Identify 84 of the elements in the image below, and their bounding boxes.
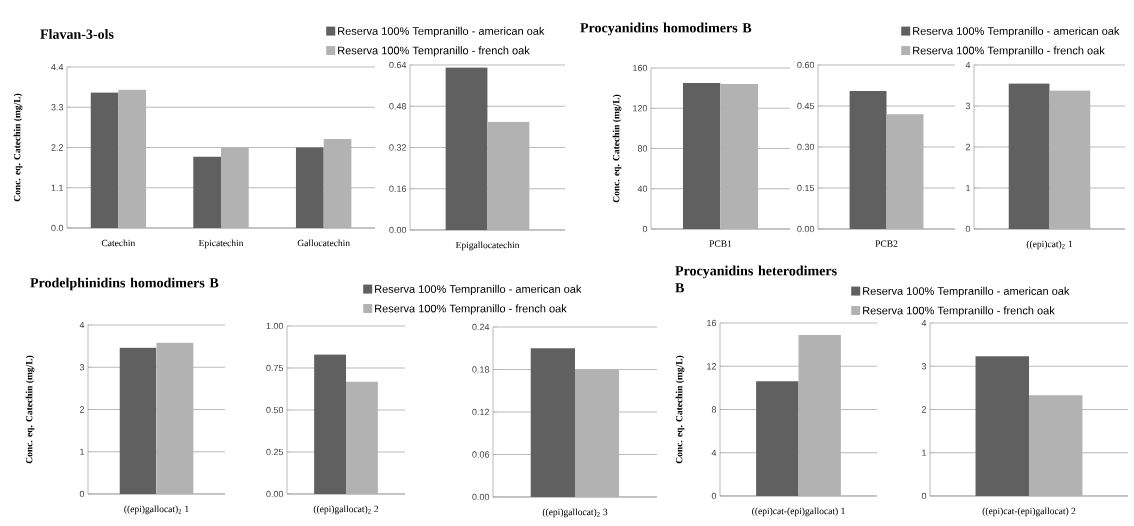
y-tick-label: 16 <box>707 319 717 327</box>
bar <box>323 139 352 228</box>
legend-label: Reserva 100% Tempranillo - american oak <box>863 286 1070 298</box>
x-tick-label: PCB1 <box>709 240 732 247</box>
y-tick-label: 0.16 <box>389 185 407 192</box>
y-tick-label: 2 <box>965 143 971 151</box>
y-tick-label: 3 <box>79 364 85 371</box>
x-tick-label: Epicatechin <box>198 239 244 249</box>
y-tick-label: 0.50 <box>266 406 284 414</box>
x-tick-label: Epigallocatechin <box>455 241 520 251</box>
y-tick-label: 3 <box>921 363 927 370</box>
y-tick-label: 2.2 <box>51 144 64 151</box>
bar <box>193 156 222 228</box>
y-tick-label: 0 <box>965 225 971 233</box>
y-tick-label: 4 <box>711 449 717 456</box>
legend-label: Reserva 100% Tempranillo - american oak <box>375 284 582 296</box>
y-tick-label: 0.64 <box>389 61 407 69</box>
x-tick-label: ((epi)gallocat)$_{2}$ 1 <box>124 505 189 515</box>
chart-title: Prodelphinidins homodimers B <box>30 277 219 291</box>
y-tick-label: 0 <box>642 225 648 233</box>
y-tick-label: 0 <box>79 490 85 498</box>
y-tick-label: 4 <box>921 319 927 327</box>
y-tick-label: 0 <box>711 492 717 500</box>
y-tick-label: 1.1 <box>51 184 64 191</box>
bar <box>118 89 147 228</box>
y-tick-label: 1 <box>966 184 971 192</box>
y-tick-label: 0.30 <box>797 143 815 151</box>
x-tick-label: ((epi)gallocat)$_{2}$ 3 <box>542 508 608 518</box>
legend-label: Reserva 100% Tempranillo - american oak <box>913 26 1120 38</box>
y-tick-label: 0.32 <box>389 144 407 151</box>
y-tick-label: 0.75 <box>266 364 284 372</box>
y-tick-label: 4 <box>79 321 85 329</box>
y-tick-label: 3.3 <box>51 104 64 111</box>
bar <box>90 92 119 228</box>
y-tick-label: 0.45 <box>797 102 815 110</box>
y-tick-label: 0.48 <box>389 103 407 110</box>
y-tick-label: 0.00 <box>797 225 815 233</box>
y-axis-title: Conc. eq. Catechin (mg/L) <box>675 355 685 464</box>
y-tick-label: 120 <box>633 105 648 112</box>
x-tick-label: ((epi)cat-(epi)gallocat) 1 <box>752 507 845 517</box>
y-tick-label: 2 <box>921 406 927 413</box>
y-tick-label: 0.12 <box>472 408 490 416</box>
y-tick-label: 0.00 <box>389 226 407 234</box>
y-tick-label: 2 <box>79 406 85 413</box>
y-tick-label: 8 <box>711 406 717 413</box>
y-axis-title: Conc. eq. Catechin (mg/L) <box>25 355 35 464</box>
y-axis-title: Conc. eq. Catechin (mg/L) <box>13 93 23 202</box>
y-tick-label: 0.18 <box>472 366 490 373</box>
chart-title: Procyanidins heterodimers B <box>675 265 837 293</box>
y-tick-label: 1.00 <box>266 322 284 330</box>
y-tick-label: 0.60 <box>797 61 815 69</box>
chart-title: Procyanidins homodimers B <box>580 22 752 36</box>
x-tick-label: ((epi)gallocat)$_{2}$ 2 <box>313 505 379 515</box>
legend-label: Reserva 100% Tempranillo - american oak <box>338 26 545 38</box>
y-tick-label: 160 <box>633 64 648 72</box>
y-tick-label: 1 <box>922 449 927 456</box>
legend-label: Reserva 100% Tempranillo - french oak <box>338 46 530 57</box>
y-tick-label: 1 <box>80 448 85 455</box>
bar <box>221 147 249 228</box>
x-tick-label: Gallocatechin <box>297 239 350 247</box>
y-tick-label: 80 <box>637 145 648 152</box>
y-tick-label: 0.24 <box>472 323 490 331</box>
y-tick-label: 4.4 <box>51 63 64 71</box>
y-tick-label: 0.0 <box>51 224 64 232</box>
y-tick-label: 0.06 <box>472 451 490 458</box>
y-tick-label: 0.15 <box>797 184 815 192</box>
y-tick-label: 0.00 <box>266 490 284 498</box>
y-tick-label: 12 <box>707 363 717 370</box>
y-tick-label: 0.00 <box>472 493 490 501</box>
chart-title: Flavan-3-ols <box>40 29 114 39</box>
bar <box>295 147 324 228</box>
y-tick-label: 0.25 <box>266 448 284 456</box>
y-tick-label: 40 <box>637 185 648 192</box>
x-tick-label: ((epi)cat-(epi)gallocat) 2 <box>982 507 1076 517</box>
legend-label: Reserva 100% Tempranillo - french oak <box>913 46 1105 57</box>
x-tick-label: ((epi)cat)$_{2}$ 1 <box>1026 240 1073 250</box>
y-tick-label: 3 <box>965 102 971 110</box>
legend-label: Reserva 100% Tempranillo - french oak <box>375 304 567 315</box>
y-axis-title: Conc. eq. Catechin (mg/L) <box>612 94 622 203</box>
y-tick-label: 0 <box>921 492 927 500</box>
y-tick-label: 4 <box>965 61 971 69</box>
x-tick-label: Catechin <box>101 239 136 247</box>
x-tick-label: PCB2 <box>875 240 898 247</box>
legend-label: Reserva 100% Tempranillo - french oak <box>863 306 1055 317</box>
